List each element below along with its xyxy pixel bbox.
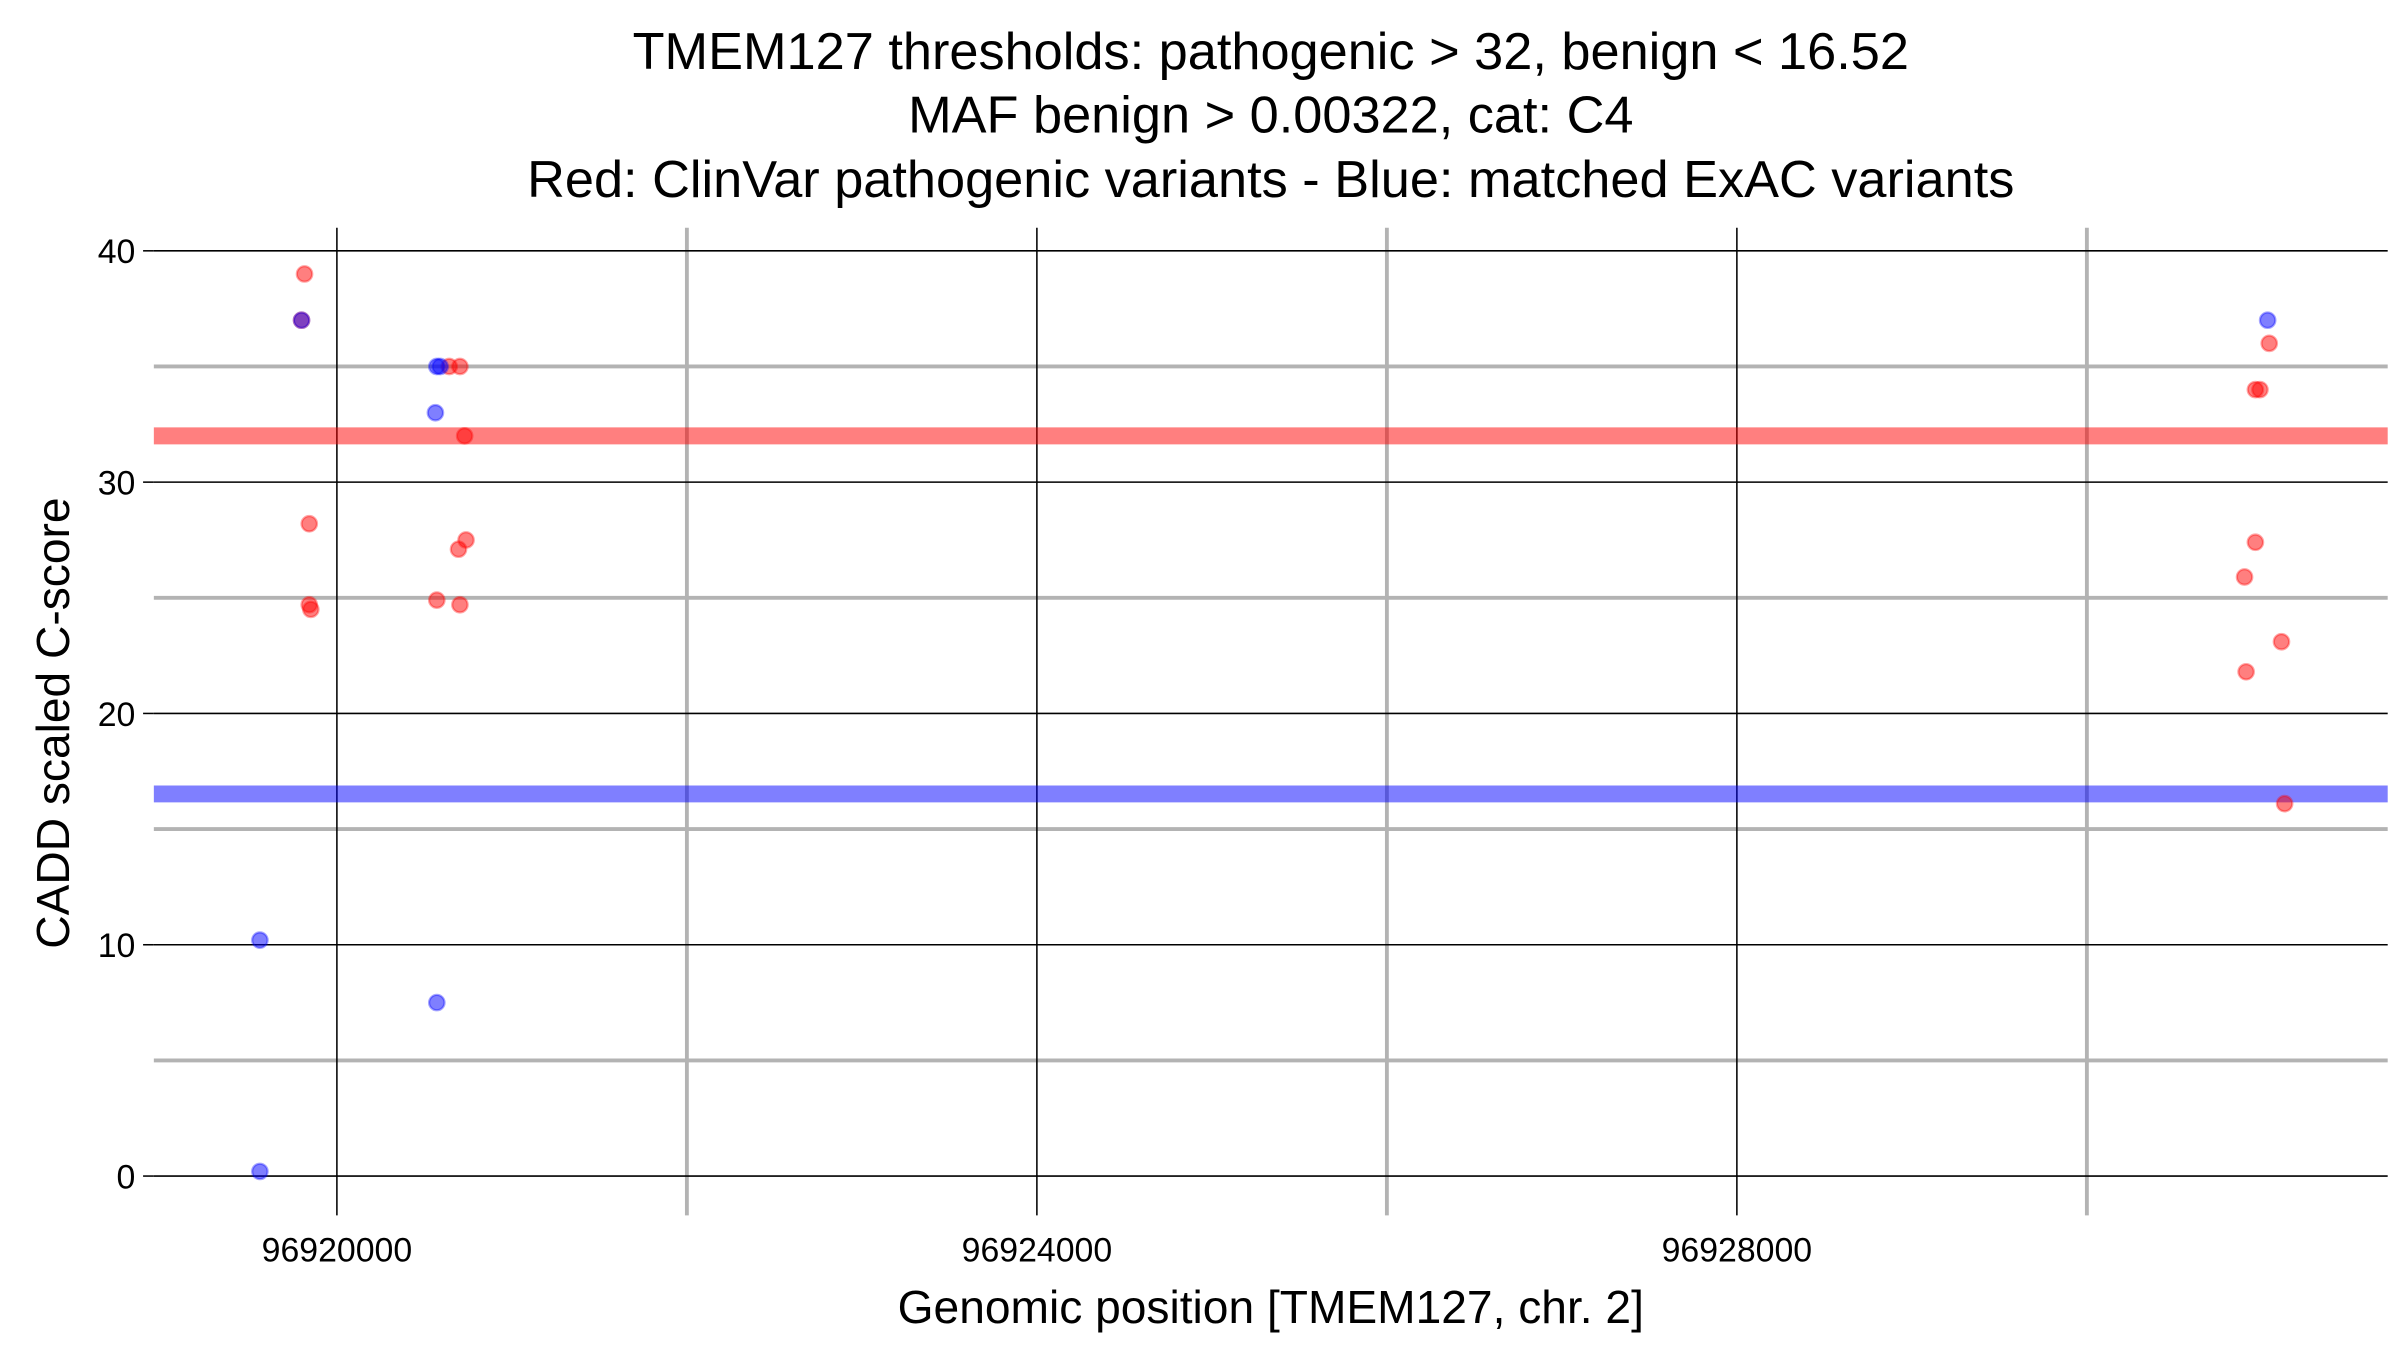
x-tick-label: 96920000 <box>262 1232 413 1270</box>
y-tick-label: 10 <box>98 927 136 965</box>
clinvar-point <box>451 357 469 376</box>
exac-point <box>251 931 269 949</box>
y-axis-label: CADD scaled C-score <box>27 497 79 948</box>
x-tick-label: 96928000 <box>1662 1232 1813 1270</box>
clinvar-point <box>451 595 469 614</box>
clinvar-point <box>301 600 320 619</box>
chart-title-line-2: MAF benign > 0.00322, cat: C4 <box>908 86 1633 144</box>
clinvar-point <box>2272 632 2291 651</box>
clinvar-point <box>2246 533 2265 552</box>
clinvar-point <box>2260 334 2279 353</box>
x-axis-label: Genomic position [TMEM127, chr. 2] <box>898 1281 1644 1333</box>
exac-point <box>431 357 449 376</box>
y-tick-label: 0 <box>117 1158 136 1196</box>
x-tick-label: 96924000 <box>962 1232 1113 1270</box>
y-tick-label: 40 <box>98 233 136 271</box>
y-tick-label: 30 <box>98 464 136 502</box>
exac-point <box>251 1162 269 1181</box>
data-points <box>251 265 2294 1181</box>
threshold-lines <box>153 427 2388 803</box>
chart-title-line-3: Red: ClinVar pathogenic variants - Blue:… <box>527 151 2014 209</box>
clinvar-point <box>2251 380 2269 399</box>
axes: 0 10 20 30 40 96920000 96924000 96928000 <box>98 233 1812 1269</box>
clinvar-point <box>455 427 474 445</box>
clinvar-point <box>427 591 446 609</box>
clinvar-point <box>295 265 314 283</box>
clinvar-point <box>449 540 468 559</box>
clinvar-point <box>2275 794 2294 813</box>
clinvar-point <box>2235 568 2254 586</box>
exac-point <box>292 311 311 330</box>
chart-title-line-1: TMEM127 thresholds: pathogenic > 32, ben… <box>633 23 1909 81</box>
clinvar-point <box>300 514 319 533</box>
exac-point <box>427 993 446 1012</box>
clinvar-point <box>2237 662 2255 681</box>
exac-point <box>2258 311 2277 330</box>
y-tick-label: 20 <box>98 696 136 734</box>
grid <box>153 227 2388 1216</box>
exac-point <box>426 403 445 422</box>
